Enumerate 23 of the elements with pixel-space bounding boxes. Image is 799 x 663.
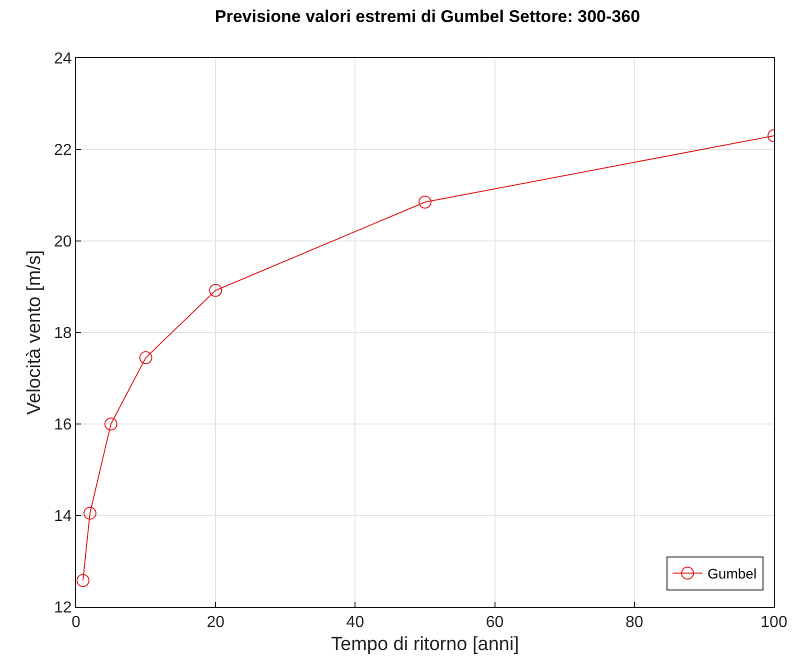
x-axis-title: Tempo di ritorno [anni]	[331, 634, 519, 655]
point	[83, 506, 96, 520]
point	[209, 284, 222, 297]
x-tick-label: 80	[626, 614, 644, 632]
y-tick-label: 18	[54, 325, 72, 342]
chart-title: Previsione valori estremi di Gumbel Settore: 300-360	[214, 6, 640, 26]
y-axis-title: Velocità vento [m/s]	[24, 250, 45, 415]
x-tick-label: 60	[486, 614, 504, 632]
x-tick-label: 100	[760, 614, 788, 632]
x-tick-label: 0	[72, 614, 81, 632]
point	[139, 351, 152, 364]
y-tick-label: 14	[54, 508, 72, 526]
x-tick-label: 20	[206, 614, 225, 632]
point	[76, 574, 90, 587]
y-tick-label: 20	[54, 234, 72, 251]
point	[104, 418, 118, 430]
y-tick-label: 16	[54, 416, 72, 434]
y-tick-label: 22	[54, 142, 72, 160]
y-tick-label: 12	[54, 600, 72, 617]
y-tick-label: 24	[54, 50, 72, 68]
x-tick-label: 40	[346, 614, 364, 632]
point	[418, 196, 432, 209]
legend-label: Gumbel	[708, 566, 757, 582]
